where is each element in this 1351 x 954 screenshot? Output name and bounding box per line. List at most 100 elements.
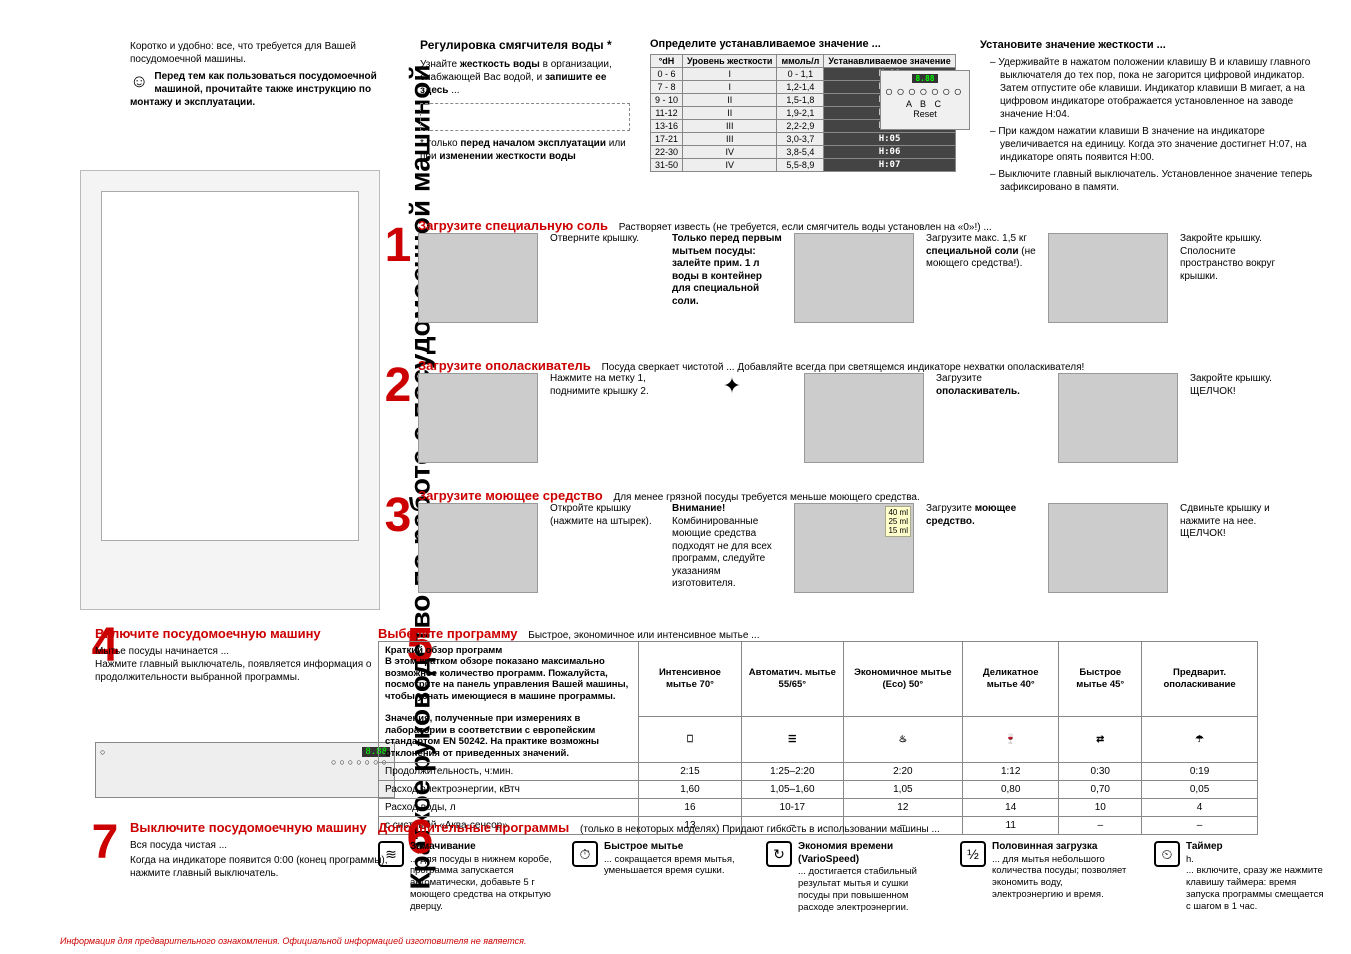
- prog-cell: 0:19: [1142, 762, 1258, 780]
- write-box: [420, 103, 630, 131]
- step3-c3: Загрузите моющее средство.: [926, 503, 1036, 593]
- addl-item: ↻Экономия времени (VarioSpeed)... достиг…: [766, 841, 940, 914]
- addl-desc: ... сокращается время мытья, уменьшается…: [604, 854, 735, 877]
- control-panel-illustration: ○ 8.88 ○○○○○○○: [95, 742, 395, 798]
- step1-img1: [418, 233, 538, 323]
- step2-img3: [1058, 373, 1178, 463]
- prog-col-3: Деликатное мытье 40°: [962, 642, 1058, 717]
- hardness-td: 17-21: [651, 133, 683, 146]
- hardness-td: H:05: [824, 133, 955, 146]
- addl-desc: ... для мытья небольшого количества посу…: [992, 854, 1126, 901]
- set-li3: – Выключите главный выключатель. Установ…: [990, 168, 1330, 194]
- prog-icon-3: 🍷: [962, 716, 1058, 762]
- addl-icon: ≋: [378, 841, 404, 867]
- step1-img3: [1048, 233, 1168, 323]
- prog-cell: 10: [1059, 798, 1142, 816]
- step1-sub: Растворяет известь (не требуется, если с…: [619, 222, 992, 233]
- addl-desc: ... достигается стабильный результат мыт…: [798, 866, 917, 913]
- step1-c2: Только перед первым мытьем посуды: залей…: [672, 233, 782, 323]
- step7-l2: Когда на индикаторе появится 0:00 (конец…: [130, 854, 420, 880]
- program-table: Краткий обзор программ В этом кратком об…: [378, 641, 1258, 835]
- step3-sub: Для менее грязной посуды требуется меньш…: [613, 492, 919, 503]
- step2-sub: Посуда сверкает чистотой ... Добавляйте …: [602, 362, 1085, 373]
- water-note-b2: изменении жесткости воды: [439, 151, 576, 162]
- prog-icon-0: ⎕: [639, 716, 742, 762]
- prog-col-5: Предварит. ополаскивание: [1142, 642, 1258, 717]
- prog-cell: 0:30: [1059, 762, 1142, 780]
- hardness-td: H:06: [824, 146, 955, 159]
- addl-title: Половинная загрузка: [992, 841, 1134, 854]
- step-3: 3 Загрузите моющее средство Для менее гр…: [378, 488, 1318, 593]
- water-softener-block: Регулировка смягчителя воды * Узнайте же…: [420, 38, 630, 163]
- hardness-th: Устанавливаемое значение: [824, 55, 955, 68]
- hardness-td: III: [683, 120, 777, 133]
- step7-l1: Вся посуда чистая ...: [130, 839, 420, 852]
- hardness-td: 1,5-1,8: [777, 94, 824, 107]
- step-7: Выключите посудомоечную машину Вся посуд…: [130, 820, 420, 880]
- prog-cell: 1:25–2:20: [741, 762, 843, 780]
- step1-c4: Закройте крышку. Сполосните пространство…: [1180, 233, 1290, 323]
- water-l1: Узнайте: [420, 59, 460, 70]
- step-1-number: 1: [378, 218, 418, 273]
- prog-cell: 4: [1142, 798, 1258, 816]
- water-text: Узнайте жесткость воды в организации, сн…: [420, 58, 630, 97]
- step7-title: Выключите посудомоечную машину: [130, 820, 420, 835]
- hardness-td: I: [683, 81, 777, 94]
- prog-cell: 0,05: [1142, 780, 1258, 798]
- step-6: Дополнительные программы (только в некот…: [378, 820, 1328, 914]
- addl-icon: ½: [960, 841, 986, 867]
- hardness-td: 1,2-1,4: [777, 81, 824, 94]
- hardness-td: 13-16: [651, 120, 683, 133]
- prog-cell: 1,05: [843, 780, 962, 798]
- hardness-td: 11-12: [651, 107, 683, 120]
- step4-txt: Мытье посуды начинается ... Нажмите глав…: [95, 645, 395, 684]
- dishwasher-illustration: [80, 170, 380, 610]
- addl-title: Быстрое мытье: [604, 841, 746, 854]
- prog-cell: 2:15: [639, 762, 742, 780]
- prog-cell: 14: [962, 798, 1058, 816]
- step3-title: Загрузите моющее средство: [418, 488, 603, 503]
- prog-overview-t: Краткий обзор программ: [385, 645, 502, 656]
- water-title: Регулировка смягчителя воды *: [420, 38, 630, 54]
- step2-title: Загрузите ополаскиватель: [418, 358, 591, 373]
- hardness-td: I: [683, 68, 777, 81]
- hardness-td: II: [683, 107, 777, 120]
- hardness-th: ммоль/л: [777, 55, 824, 68]
- addl-suffix: h.: [1186, 854, 1328, 866]
- prog-col-1: Автоматич. мытье 55/65°: [741, 642, 843, 717]
- hardness-td: H:07: [824, 159, 955, 172]
- prog-cell: 16: [639, 798, 742, 816]
- prog-col-4: Быстрое мытье 45°: [1059, 642, 1142, 717]
- addl-desc: ... включите, сразу же нажмите клавишу т…: [1186, 865, 1324, 912]
- step1-c1: Отверните крышку.: [550, 233, 660, 323]
- step1-title: Загрузите специальную соль: [418, 218, 608, 233]
- addl-icon: ⏲: [1154, 841, 1180, 867]
- step4-title: Включите посудомоечную машину: [95, 626, 395, 641]
- set-li1: – Удерживайте в нажатом положении клавиш…: [990, 56, 1330, 121]
- hardness-th: °dH: [651, 55, 683, 68]
- sparkle-icon: ✦: [672, 373, 792, 463]
- panel-reset: Reset: [884, 109, 966, 119]
- step3-c4: Сдвиньте крышку и нажмите на нее. ЩЕЛЧОК…: [1180, 503, 1290, 593]
- prog-icon-2: ♨: [843, 716, 962, 762]
- step3-c1: Откройте крышку (нажмите на штырек).: [550, 503, 660, 593]
- addl-item: ⏱Быстрое мытье... сокращается время мыть…: [572, 841, 746, 914]
- prog-cell: 1:12: [962, 762, 1058, 780]
- step3-img1: [418, 503, 538, 593]
- panel-keys: A B C: [884, 99, 966, 109]
- hardness-td: 7 - 8: [651, 81, 683, 94]
- step3-img2: 40 ml 25 ml 15 ml: [794, 503, 914, 593]
- footer-note: Информация для предварительного ознакомл…: [60, 936, 526, 946]
- addl-item: ≋Замачивание... для посуды в нижнем коро…: [378, 841, 552, 914]
- step-1: 1 Загрузите специальную соль Растворяет …: [378, 218, 1318, 323]
- smile-icon: ☺: [130, 70, 148, 93]
- prog-cell: 1,60: [639, 780, 742, 798]
- water-note: * только: [420, 138, 460, 149]
- prog-row-label: Продолжительность, ч:мин.: [379, 762, 639, 780]
- hardness-td: 0 - 6: [651, 68, 683, 81]
- water-footnote: * только перед началом эксплуатации или …: [420, 137, 630, 163]
- prog-icon-5: ☂: [1142, 716, 1258, 762]
- water-note-b1: перед началом эксплуатации: [460, 138, 606, 149]
- step6-sub: (только в некоторых моделях) Придают гиб…: [580, 824, 940, 835]
- panel-diagram: 8.88 ○○○○○○○ A B C Reset: [880, 70, 970, 130]
